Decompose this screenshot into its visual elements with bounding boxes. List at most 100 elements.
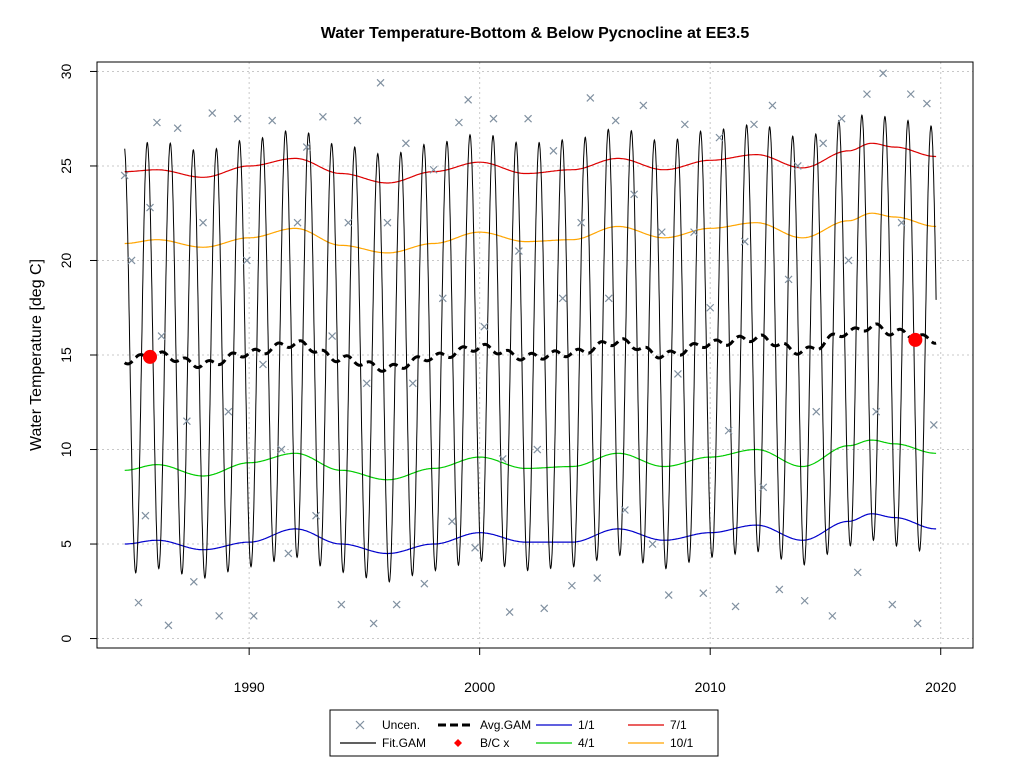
uncen-point-stroke [715,133,724,142]
legend-label: Fit.GAM [382,736,426,750]
uncen-point [392,600,401,609]
uncen-point-stroke [141,511,150,520]
uncen-point [208,109,217,117]
legend-swatch [454,739,462,747]
uncen-point-stroke [233,114,242,123]
uncen-point-stroke [268,116,277,125]
uncen-point-stroke [664,591,673,599]
uncen-point-stroke [567,581,576,590]
series-line-10-1 [124,212,937,254]
uncen-point [611,116,620,125]
uncen-point-stroke [680,120,689,129]
uncen-point [853,568,862,577]
uncen-point [312,511,320,520]
uncen-point [759,483,768,492]
uncen-point-stroke [604,294,613,303]
uncen-point [724,426,733,435]
uncen-point [549,146,558,155]
uncen-point [648,540,657,548]
uncen-point-stroke [164,621,173,630]
uncen-point-stroke [690,228,698,237]
uncen-point-stroke [182,417,191,426]
uncen-point-stroke [328,332,337,341]
uncen-point-stroke [929,421,938,429]
uncen-point-stroke [863,90,871,99]
uncen-point [929,421,938,429]
uncen-point-stroke [438,294,447,303]
uncen-point-stroke [277,445,286,454]
uncen-point [438,294,447,303]
uncen-point-stroke [189,577,198,586]
uncen-point [318,112,327,121]
legend-item-b-c-x: B/C x [454,736,509,750]
uncen-point [383,218,392,227]
series-layer [123,114,937,583]
uncen-point-stroke [657,228,666,237]
chart-title: Water Temperature-Bottom & Below Pycnocl… [321,25,750,42]
uncen-point [812,407,821,416]
uncen-point [800,596,809,605]
y-tick-label-5: 5 [58,540,74,548]
uncen-point-stroke [611,116,620,125]
uncen-point-stroke [533,445,542,454]
legend-item-4-1: 4/1 [536,736,595,750]
uncen-point [586,93,595,102]
uncen-point-stroke [344,218,353,227]
uncen-point [224,407,233,416]
uncen-point-stroke [706,303,715,312]
uncen-point [157,332,166,341]
uncen-point [242,256,251,265]
uncen-point-stroke [514,247,523,255]
uncen-point-stroke [897,218,906,227]
uncen-point-stroke [879,69,888,78]
uncen-point [233,114,242,123]
legend-swatch [355,720,365,730]
legend-label: 10/1 [670,736,694,750]
y-tick-label-30: 30 [58,63,74,79]
series-line-fit-gam [124,114,937,583]
uncen-point-stroke [844,256,853,265]
uncen-point-stroke [215,611,224,620]
uncen-point [498,455,507,463]
legend-item-avg-gam: Avg.GAM [438,718,531,732]
uncen-point-stroke [369,619,378,628]
uncen-point-stroke [401,139,410,148]
uncen-point-stroke [489,114,498,123]
uncen-point [362,379,371,388]
uncen-point-stroke [906,90,915,99]
uncen-point-stroke [524,114,533,123]
uncen-point-stroke [505,608,514,617]
axes: 1990 2000 2010 2020 0 5 10 15 20 25 30 [58,61,974,695]
uncen-point [369,619,378,628]
uncen-point [775,585,784,594]
uncen-point [664,591,673,599]
uncen-point [630,190,639,199]
uncen-point [540,604,549,613]
uncen-point-stroke [224,407,233,416]
uncen-point [141,511,150,520]
uncen-point-stroke [724,426,733,435]
uncen-point [620,506,629,514]
legend-label: 4/1 [578,736,595,750]
uncen-point [715,133,724,142]
uncen-point [706,303,715,312]
uncen-point-stroke [146,203,154,212]
uncen-point-stroke [157,332,166,341]
uncen-point [337,600,346,609]
uncen-point-stroke [784,275,793,284]
x-tick-label-2000: 2000 [464,679,495,695]
series-line-avg-gam [123,322,937,373]
uncen-point [173,124,182,133]
uncen-point-stroke [242,256,251,265]
uncen-point [514,247,523,255]
uncen-point [897,218,906,227]
uncen-point-stroke [812,407,821,416]
uncen-point-stroke [648,540,657,548]
points-layer [120,69,938,630]
uncen-point-stroke [353,116,362,125]
uncen-point [153,118,161,127]
uncen-point [302,143,311,151]
uncen-point-stroke [837,114,846,123]
uncen-point-stroke [819,139,828,148]
